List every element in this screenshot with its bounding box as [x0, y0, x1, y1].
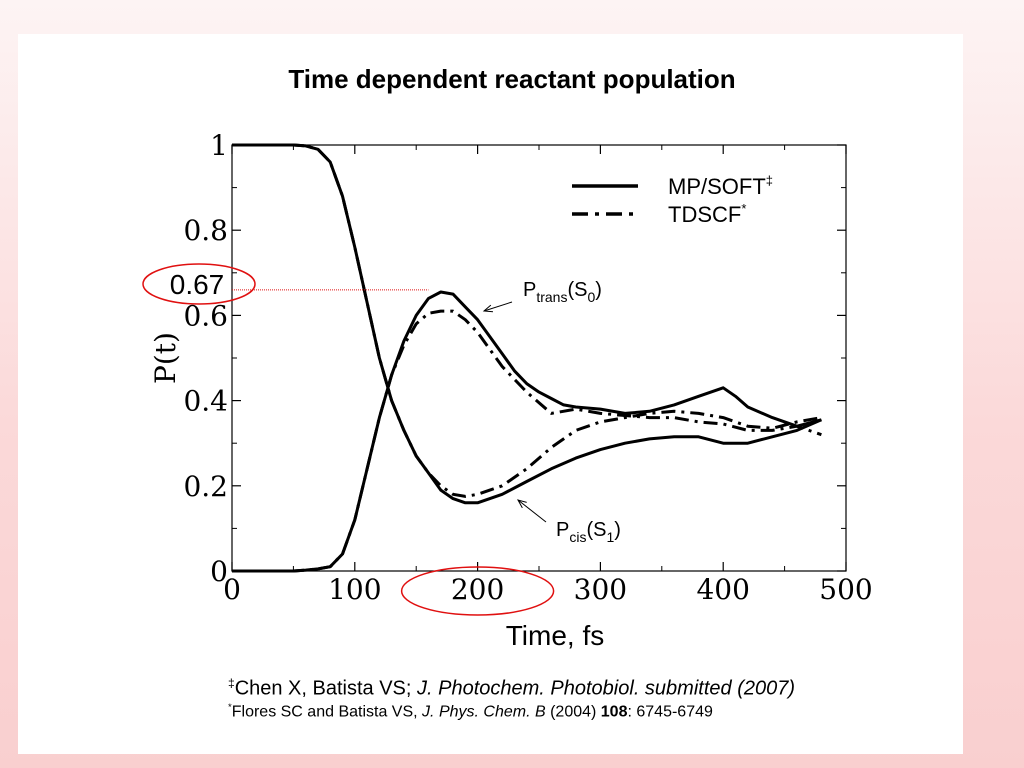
y-tick-label: 0.8	[183, 214, 228, 247]
y-tick-label: 0.2	[183, 470, 228, 503]
highlight-label-067: 0.67	[170, 269, 225, 300]
series-line-trans_tdscf	[232, 309, 822, 573]
highlight-circle-067	[142, 263, 256, 305]
x-tick-label: 400	[696, 573, 749, 606]
reference-2: *Flores SC and Batista VS, J. Phys. Chem…	[228, 702, 713, 721]
x-tick-label: 500	[819, 573, 872, 606]
curve-label-trans: Ptrans(S0)	[523, 279, 602, 305]
curve-label-cis: Pcis(S1)	[556, 519, 621, 545]
series-line-trans_mpsoft	[232, 290, 822, 573]
reference-1-authors: Chen X, Batista VS;	[234, 677, 418, 700]
y-tick-label: 0	[210, 555, 228, 588]
x-tick-label: 0	[223, 573, 241, 606]
slide-title: Time dependent reactant population	[288, 64, 736, 94]
curve-label-arrow	[517, 499, 547, 523]
curve-label-arrowhead	[482, 304, 494, 313]
x-tick-label: 100	[328, 573, 381, 606]
series-line-cis_tdscf	[232, 143, 822, 498]
reference-1: ‡Chen X, Batista VS; J. Photochem. Photo…	[228, 676, 795, 701]
reference-1-journal: J. Photochem. Photobiol. submitted (2007…	[417, 677, 796, 700]
x-axis-label: Time, fs	[506, 620, 605, 651]
curve-label-arrow	[483, 301, 513, 312]
highlight-circle-x200	[400, 566, 555, 616]
curve-label-arrowhead	[516, 499, 527, 509]
plot-frame	[231, 144, 847, 572]
reference-1-mark: ‡	[228, 676, 235, 690]
x-tick-label: 300	[574, 573, 627, 606]
reference-2-pages: : 6745-6749	[627, 703, 713, 721]
reference-2-mark: *	[228, 702, 232, 713]
legend-label-2: TDSCF*	[668, 201, 746, 227]
x-tick-label: 200	[451, 573, 504, 606]
slide-panel	[18, 34, 963, 754]
reference-2-journal: J. Phys. Chem. B	[422, 703, 546, 721]
reference-2-volume: 108	[600, 703, 628, 721]
y-tick-label: 1	[210, 129, 228, 162]
y-axis-label: P(t)	[149, 332, 182, 384]
reference-2-year: (2004)	[545, 703, 601, 721]
legend-label-1: MP/SOFT‡	[668, 173, 773, 199]
y-tick-label: 0.4	[183, 385, 228, 418]
reference-2-authors: Flores SC and Batista VS,	[231, 703, 423, 721]
y-tick-label: 0.6	[183, 299, 228, 332]
